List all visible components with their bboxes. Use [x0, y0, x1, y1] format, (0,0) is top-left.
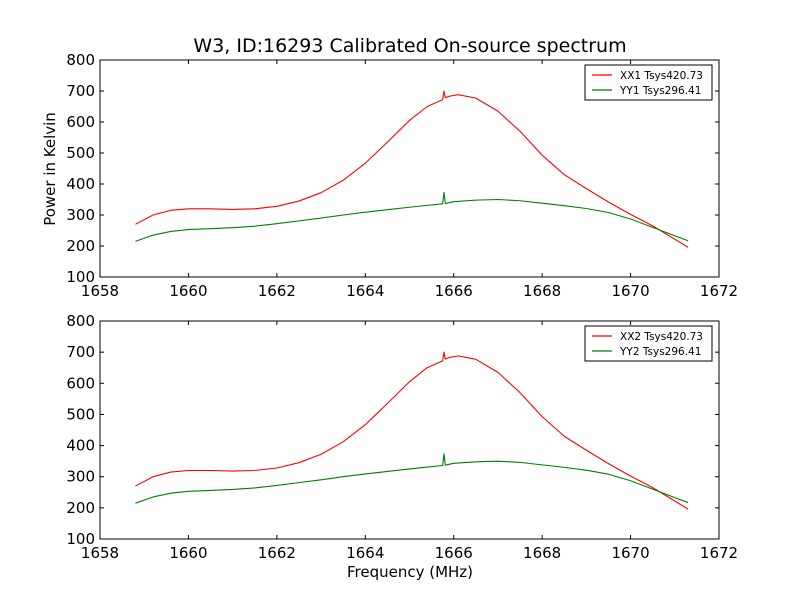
axes-frame: [99, 59, 720, 278]
legend-label: YY2 Tsys296.41: [619, 346, 701, 358]
x-tick-label: 1666: [435, 282, 473, 300]
y-axis-label: Power in Kelvin: [41, 112, 59, 226]
y-tick-label: 200: [66, 237, 95, 255]
legend: XX1 Tsys420.73 YY1 Tsys296.41: [584, 64, 713, 101]
y-tick-label: 100: [66, 268, 95, 286]
x-tick-label: 1664: [346, 544, 384, 562]
y-tick-label: 600: [66, 113, 95, 131]
x-tick-label: 1668: [523, 282, 561, 300]
legend-label: XX2 Tsys420.73: [620, 331, 703, 343]
x-tick-label: 1668: [523, 544, 561, 562]
x-tick-label: 1666: [435, 544, 473, 562]
y-tick-label: 400: [66, 175, 95, 193]
y-tick-label: 700: [66, 82, 95, 100]
series-line-xx: [135, 90, 689, 248]
y-tick-label: 400: [66, 437, 95, 455]
legend: XX2 Tsys420.73 YY2 Tsys296.41: [584, 325, 713, 362]
x-tick-label: 1660: [169, 544, 207, 562]
y-tick-label: 600: [66, 374, 95, 392]
legend-label: XX1 Tsys420.73: [620, 70, 703, 82]
x-tick-label: 1662: [258, 544, 296, 562]
x-tick-label: 1662: [258, 282, 296, 300]
y-tick-label: 300: [66, 468, 95, 486]
bottom-subplot: 1658 1660 1662 1664 1666 1668 1670 1672 100 200 30…: [66, 312, 738, 562]
y-tick-label: 800: [66, 312, 95, 330]
x-tick-label: 1664: [346, 282, 384, 300]
x-tick-label: 1658: [81, 282, 119, 300]
x-tick-label: 1672: [700, 544, 738, 562]
x-tick-label: 1660: [169, 282, 207, 300]
legend-label: YY1 Tsys296.41: [619, 85, 701, 97]
x-tick-label: 1670: [611, 544, 649, 562]
y-tick-label: 300: [66, 206, 95, 224]
x-tick-label: 1670: [611, 282, 649, 300]
x-tick-label: 1658: [81, 544, 119, 562]
y-tick-label: 500: [66, 144, 95, 162]
series-line-yy: [135, 191, 689, 242]
series-line-xx: [135, 351, 689, 510]
x-axis-label: Frequency (MHz): [347, 563, 473, 581]
top-subplot: 1658 1660 1662 1664 1666 1668 1670 1672 100 200 30…: [66, 51, 738, 300]
x-tick-label: 1672: [700, 282, 738, 300]
chart-title: W3, ID:16293 Calibrated On-source spectr…: [193, 35, 626, 57]
y-tick-label: 700: [66, 343, 95, 361]
y-tick-label: 800: [66, 51, 95, 69]
y-tick-label: 200: [66, 499, 95, 517]
series-line-yy: [135, 453, 689, 504]
axes-frame: [99, 320, 720, 540]
y-tick-label: 500: [66, 405, 95, 423]
y-tick-label: 100: [66, 530, 95, 548]
